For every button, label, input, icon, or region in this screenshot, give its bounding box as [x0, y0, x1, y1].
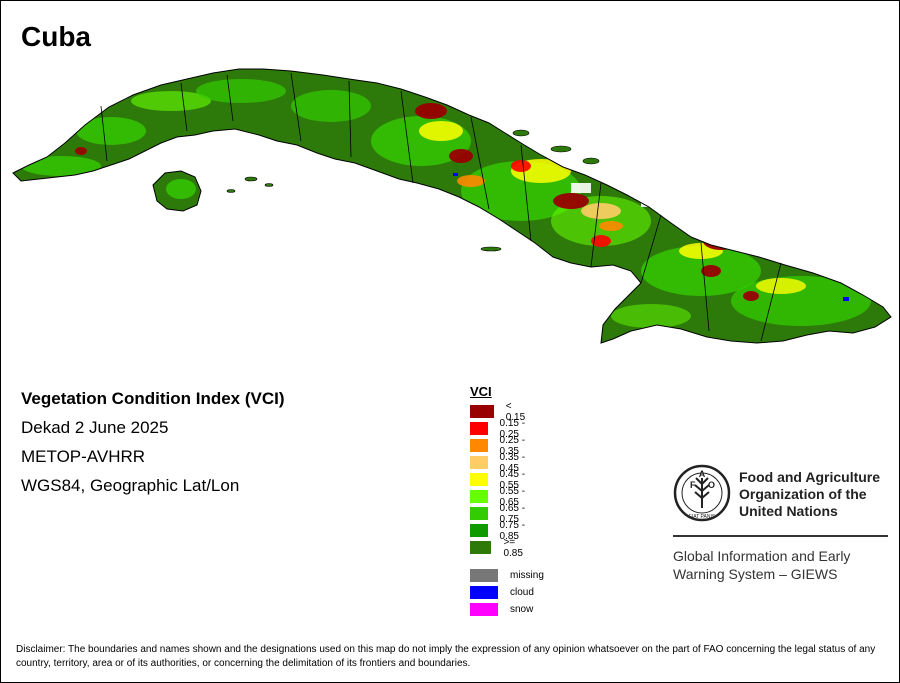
period: Dekad 2 June 2025: [21, 418, 169, 437]
legend-swatch: [470, 586, 498, 599]
fao-logo-letter-o: O: [708, 480, 715, 490]
legend-label: 0.65 - 0.75: [499, 502, 526, 525]
fao-name-line1: Food and Agriculture: [739, 469, 881, 485]
vci-legend: VCI < 0.15 0.15 - 0.25 0.25 - 0.35 0.35 - 0…: [470, 384, 544, 616]
legend-label: snow: [510, 604, 534, 615]
legend-swatch: [470, 603, 498, 616]
legend-swatch: [470, 473, 488, 486]
legend-title: VCI: [470, 384, 492, 399]
fao-name-line2: Organization of the: [739, 486, 867, 502]
fao-name-line3: United Nations: [739, 503, 838, 519]
legend-label: 0.35 - 0.45: [499, 451, 526, 474]
fao-logo-icon: F O A FIAT PANIS: [673, 464, 731, 522]
fao-divider: [673, 535, 888, 537]
legend-swatch: [470, 456, 488, 469]
legend-item: >= 0.85: [470, 537, 529, 559]
fao-logo-letter-a: A: [699, 469, 706, 479]
legend-item: 0.65 - 0.75: [470, 503, 529, 525]
legend-swatch: [470, 507, 488, 520]
legend-item: cloud: [470, 586, 534, 599]
legend-item: 0.75 - 0.85: [470, 520, 529, 542]
province-boundaries: [100, 72, 782, 342]
map-title: Cuba: [21, 21, 91, 52]
legend-swatch: [470, 541, 492, 554]
vci-patches: [21, 79, 871, 328]
legend-item: 0.15 - 0.25: [470, 418, 529, 440]
giews-line1: Global Information and Early: [673, 548, 851, 564]
legend-swatch: [470, 569, 498, 582]
fao-name: Food and Agriculture Organization of the…: [739, 469, 880, 520]
legend-label: cloud: [510, 587, 534, 598]
legend-swatch: [470, 405, 494, 418]
legend-label: 0.15 - 0.25: [499, 417, 526, 440]
sensor: METOP-AVHRR: [21, 447, 146, 466]
legend-label: 0.55 - 0.65: [499, 485, 526, 508]
legend-swatch: [470, 439, 488, 452]
map-info: Vegetation Condition Index (VCI) Dekad 2…: [21, 390, 285, 506]
giews-line2: Warning System – GIEWS: [673, 566, 838, 582]
legend-item: 0.45 - 0.55: [470, 469, 529, 491]
legend-label: 0.45 - 0.55: [499, 468, 526, 491]
legend-item: snow: [470, 603, 533, 616]
projection: WGS84, Geographic Lat/Lon: [21, 476, 240, 495]
legend-label: 0.25 - 0.35: [499, 434, 526, 457]
legend-swatch: [470, 490, 488, 503]
legend-item: 0.55 - 0.65: [470, 486, 529, 508]
disclaimer: Disclaimer: The boundaries and names sho…: [16, 644, 876, 669]
fao-logo-letter-f: F: [690, 480, 696, 490]
legend-item: < 0.15: [470, 401, 529, 423]
legend-label: 0.75 - 0.85: [499, 519, 526, 542]
legend-item: 0.25 - 0.35: [470, 435, 529, 457]
index-name: Vegetation Condition Index (VCI): [21, 389, 285, 408]
legend-label: >= 0.85: [503, 536, 523, 559]
legend-item: 0.35 - 0.45: [470, 452, 529, 474]
cays: [226, 129, 600, 252]
giews-name: Global Information and Early Warning Sys…: [673, 547, 850, 583]
legend-swatch: [470, 524, 488, 537]
legend-swatch: [470, 422, 488, 435]
legend-label: missing: [510, 570, 544, 581]
legend-label: < 0.15: [505, 400, 526, 423]
legend-item: missing: [470, 569, 544, 582]
vci-map: [12, 68, 892, 344]
fao-motto: FIAT PANIS: [689, 514, 716, 520]
